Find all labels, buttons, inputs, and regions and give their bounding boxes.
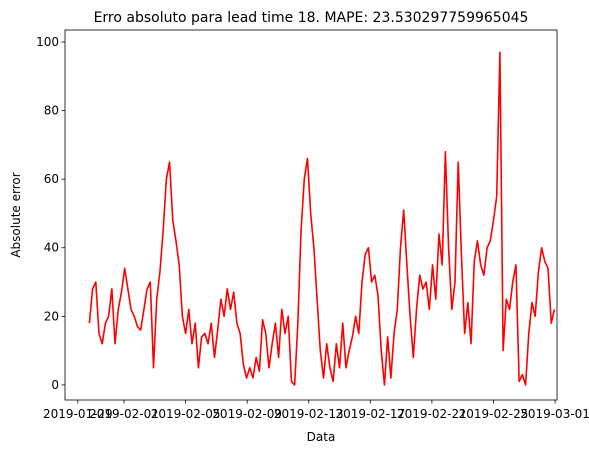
x-tick-label: 2019-02-17 — [335, 407, 405, 421]
y-tick-label: 80 — [44, 104, 59, 118]
y-tick-label: 60 — [44, 172, 59, 186]
x-tick-label: 2019-02-21 — [397, 407, 467, 421]
y-tick-label: 20 — [44, 309, 59, 323]
x-axis-label: Data — [307, 430, 336, 444]
x-tick-label: 2019-02-01 — [89, 407, 159, 421]
y-tick-label: 100 — [36, 35, 59, 49]
chart-title: Erro absoluto para lead time 18. MAPE: 2… — [94, 10, 529, 26]
line — [88, 51, 556, 386]
y-axis-label: Absolute error — [9, 172, 23, 257]
y-tick-label: 40 — [44, 241, 59, 255]
x-tick-label: 2019-02-09 — [212, 407, 282, 421]
x-tick-label: 2019-01-29 — [43, 407, 113, 421]
y-tick-label: 0 — [51, 378, 59, 392]
x-tick-label: 2019-02-05 — [151, 407, 221, 421]
x-tick-label: 2019-03-01 — [520, 407, 589, 421]
x-tick-label: 2019-02-13 — [274, 407, 344, 421]
x-tick-label: 2019-02-25 — [459, 407, 529, 421]
plot-frame — [64, 29, 558, 401]
